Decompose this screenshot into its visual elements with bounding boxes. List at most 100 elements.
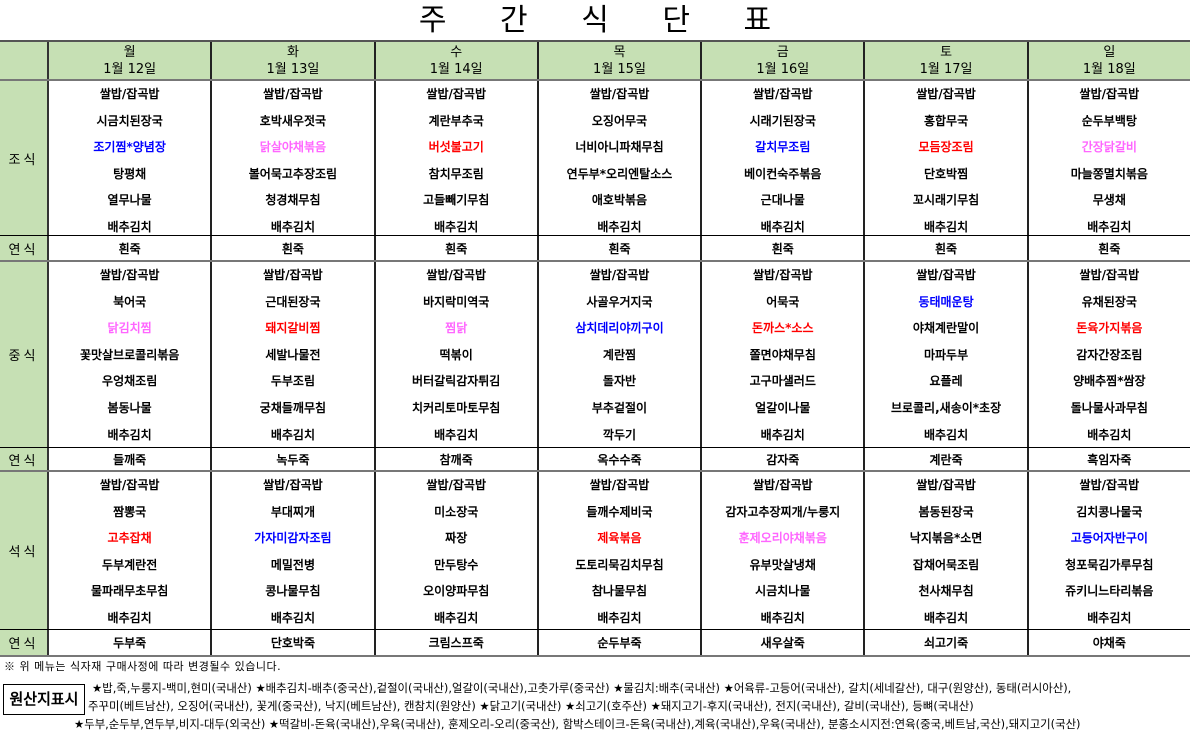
menu-item: 배추김치 bbox=[923, 610, 969, 625]
menu-cell: 흰죽 bbox=[376, 236, 539, 260]
menu-item: 배추김치 bbox=[434, 427, 479, 442]
menu-item: 배추김치 bbox=[923, 427, 969, 442]
menu-item: 간장닭갈비 bbox=[1081, 140, 1137, 155]
menu-item: 근대나물 bbox=[760, 193, 805, 208]
meal-row: 조식 쌀밥/잡곡밥 시금치된장국 조기찜*양념장 탕평채 열무나물 배추김치 쌀밥/잡곡밥 호박… bbox=[0, 81, 1190, 236]
menu-item: 흰죽 bbox=[281, 242, 304, 256]
menu-item: 순두부백탕 bbox=[1081, 113, 1137, 128]
origin-line-3: ★두부,순두부,연두부,비지-대두(외국산) ★떡갈비-돈육(국내산),우육(국… bbox=[74, 717, 1081, 731]
menu-item: 쌀밥/잡곡밥 bbox=[263, 268, 323, 282]
meal-row: 석식 쌀밥/잡곡밥 짬뽕국 고추잡채 두부계란전 물파래무초무침 배추김치 쌀밥/잡곡밥 부대찌… bbox=[0, 472, 1190, 630]
menu-item: 흰죽 bbox=[935, 242, 958, 256]
menu-item: 동태매운탕 bbox=[918, 294, 974, 309]
menu-item: 찜닭 bbox=[445, 321, 468, 336]
menu-item: 닭김치찜 bbox=[107, 321, 152, 336]
menu-item: 배추김치 bbox=[270, 219, 315, 234]
menu-cell: 쌀밥/잡곡밥 계란부추국 버섯불고기 참치무조림 고들빼기무침 배추김치 bbox=[376, 81, 539, 235]
menu-item: 흰죽 bbox=[608, 242, 631, 256]
menu-item: 들깨수제비국 bbox=[586, 504, 653, 519]
menu-item: 만두탕수 bbox=[434, 557, 479, 572]
menu-cell: 들깨죽 bbox=[49, 448, 213, 470]
menu-item: 쌀밥/잡곡밥 bbox=[1079, 268, 1140, 282]
menu-item: 낙지볶음*소면 bbox=[909, 531, 983, 546]
menu-item: 감자죽 bbox=[766, 453, 800, 467]
menu-cell: 계란죽 bbox=[865, 448, 1029, 470]
origin-line-2: 주꾸미(베트남산), 오징어(국내산), 꽃게(중국산), 낙지(베트남산), … bbox=[88, 699, 974, 713]
menu-item: 배추김치 bbox=[597, 219, 642, 234]
menu-cell: 쇠고기죽 bbox=[865, 630, 1029, 655]
menu-item: 물파래무초무침 bbox=[91, 584, 169, 599]
menu-item: 흰죽 bbox=[445, 242, 468, 256]
menu-item: 감자간장조림 bbox=[1076, 347, 1143, 362]
menu-item: 야채죽 bbox=[1092, 636, 1126, 650]
menu-item: 닭살야채볶음 bbox=[259, 140, 327, 155]
menu-item: 떡볶이 bbox=[439, 347, 473, 362]
menu-cell: 두부죽 bbox=[49, 630, 213, 655]
page-title: 주 간 식 단 표 bbox=[418, 3, 794, 38]
menu-item: 콩나물무침 bbox=[265, 584, 321, 599]
menu-item: 쌀밥/잡곡밥 bbox=[916, 268, 976, 282]
menu-item: 배추김치 bbox=[760, 427, 805, 442]
menu-item: 잡채어묵조림 bbox=[912, 557, 980, 572]
meal-label: 중식 bbox=[0, 262, 49, 447]
menu-item: 배추김치 bbox=[107, 427, 152, 442]
menu-cell: 쌀밥/잡곡밥 홍합무국 모듬장조림 단호박찜 꼬시래기무침 배추김치 bbox=[865, 81, 1029, 235]
menu-item: 호박새우젓국 bbox=[259, 113, 327, 128]
menu-cell: 흰죽 bbox=[1029, 236, 1190, 260]
day-header-2: 수 1월 14일 bbox=[375, 42, 539, 79]
change-notice: ※ 위 메뉴는 식자재 구매사정에 따라 변경될수 있습니다. bbox=[4, 660, 282, 673]
menu-item: 청경채무침 bbox=[265, 193, 321, 208]
menu-item: 홍합무국 bbox=[923, 113, 969, 128]
menu-item: 녹두죽 bbox=[276, 453, 310, 467]
menu-item: 마늘쫑멸치볶음 bbox=[1070, 166, 1148, 181]
day-date: 1월 12일 bbox=[103, 62, 157, 77]
day-header-1: 화 1월 13일 bbox=[212, 42, 376, 79]
menu-item: 배추김치 bbox=[760, 610, 805, 625]
meal-label: 석식 bbox=[0, 472, 49, 629]
menu-item: 쫄면야채무침 bbox=[749, 347, 816, 362]
menu-item: 참깨죽 bbox=[439, 453, 473, 467]
menu-item: 쌀밥/잡곡밥 bbox=[263, 87, 323, 101]
menu-item: 사골우거지국 bbox=[586, 294, 653, 309]
menu-cell: 쌀밥/잡곡밥 봄동된장국 낙지볶음*소면 잡채어묵조림 천사채무침 배추김치 bbox=[865, 472, 1029, 629]
menu-cell: 쌀밥/잡곡밥 오징어무국 너비아니파채무침 연두부*오리엔탈소스 애호박볶음 배추김치 bbox=[539, 81, 703, 235]
menu-item: 쌀밥/잡곡밥 bbox=[589, 268, 650, 282]
menu-item: 흰죽 bbox=[1098, 242, 1121, 256]
menu-item: 봄동나물 bbox=[107, 400, 152, 415]
day-header-6: 일 1월 18일 bbox=[1028, 42, 1190, 79]
menu-item: 쌀밥/잡곡밥 bbox=[426, 87, 486, 101]
menu-item: 꼬시래기무침 bbox=[912, 193, 980, 208]
menu-item: 치커리토마토무침 bbox=[412, 400, 501, 415]
menu-item: 흰죽 bbox=[118, 242, 141, 256]
menu-item: 옥수수죽 bbox=[597, 453, 642, 467]
menu-item: 배추김치 bbox=[270, 427, 315, 442]
menu-item: 청포묵김가루무침 bbox=[1065, 557, 1154, 572]
day-date: 1월 17일 bbox=[919, 62, 973, 77]
meal-label: 연식 bbox=[0, 236, 49, 260]
menu-item: 배추김치 bbox=[1087, 610, 1132, 625]
menu-item: 깍두기 bbox=[602, 427, 637, 442]
menu-item: 돌자반 bbox=[602, 374, 637, 389]
menu-item: 배추김치 bbox=[434, 610, 479, 625]
menu-item: 제육볶음 bbox=[597, 531, 642, 546]
menu-cell: 야채죽 bbox=[1029, 630, 1190, 655]
menu-item: 쌀밥/잡곡밥 bbox=[752, 478, 813, 492]
menu-item: 짜장 bbox=[445, 531, 468, 546]
day-name: 토 bbox=[940, 45, 953, 60]
menu-item: 참나물무침 bbox=[591, 584, 648, 599]
menu-item: 세발나물전 bbox=[265, 347, 321, 362]
menu-cell: 쌀밥/잡곡밥 순두부백탕 간장닭갈비 마늘쫑멸치볶음 무생채 배추김치 bbox=[1029, 81, 1190, 235]
menu-item: 조기찜*양념장 bbox=[93, 140, 166, 155]
menu-item: 시금치나물 bbox=[755, 584, 811, 599]
menu-item: 쌀밥/잡곡밥 bbox=[426, 478, 486, 492]
menu-item: 미소장국 bbox=[434, 504, 479, 519]
menu-item: 갈치무조림 bbox=[755, 140, 811, 155]
menu-item: 계란부추국 bbox=[428, 113, 484, 128]
menu-item: 배추김치 bbox=[434, 219, 479, 234]
menu-item: 쌀밥/잡곡밥 bbox=[426, 268, 486, 282]
menu-item: 배추김치 bbox=[1087, 219, 1132, 234]
meal-label: 연식 bbox=[0, 630, 49, 655]
menu-item: 훈제오리야채볶음 bbox=[738, 531, 827, 546]
menu-item: 어묵국 bbox=[766, 294, 800, 309]
menu-item: 야채계란말이 bbox=[912, 321, 980, 336]
